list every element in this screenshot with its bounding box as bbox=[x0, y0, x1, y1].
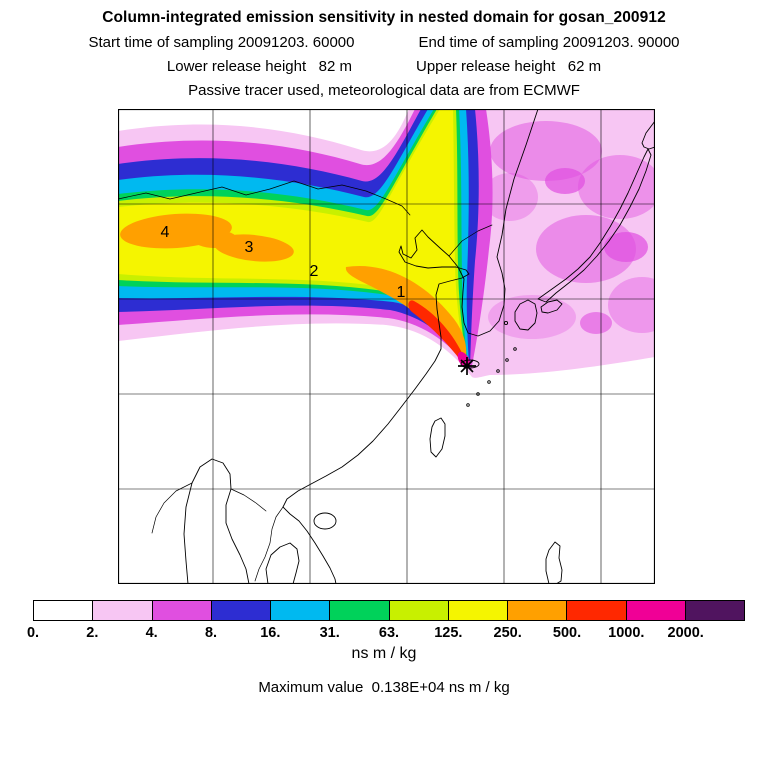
hainan-island bbox=[313, 512, 337, 530]
ryukyu-island bbox=[505, 358, 509, 362]
mottle-blob bbox=[578, 155, 662, 219]
colorbar-segment bbox=[330, 601, 390, 620]
colorbar-tick: 31. bbox=[319, 625, 340, 641]
tsushima-island bbox=[503, 320, 509, 326]
core-blob bbox=[345, 265, 467, 360]
colorbar-segment bbox=[389, 601, 449, 620]
mottle-blob bbox=[490, 121, 602, 181]
map-frame bbox=[117, 108, 656, 585]
colorbar-segment bbox=[567, 601, 627, 620]
myanmar-border bbox=[151, 482, 193, 534]
ryukyu-island bbox=[476, 392, 480, 396]
map-panel: 4 3 2 1 bbox=[117, 108, 676, 585]
figure-title: Column-integrated emission sensitivity i… bbox=[102, 9, 666, 26]
colorbar-tick: 1000. bbox=[608, 625, 645, 641]
colorbar-tick-labels: 0. 2. 4. 8. 16. 31. 63. 125. 250. 500. 1000. 2000. bbox=[27, 621, 745, 643]
plume-layer-125 bbox=[118, 109, 466, 361]
shikoku-island bbox=[540, 299, 563, 314]
colorbar-tick: 250. bbox=[493, 625, 522, 641]
mainland-coastline bbox=[282, 108, 539, 585]
plume-core-250 bbox=[120, 213, 467, 360]
tracer-line: Passive tracer used, meteorological data… bbox=[188, 82, 580, 99]
taiwan-island bbox=[429, 417, 446, 458]
colorbar-segment bbox=[271, 601, 331, 620]
colorbar-tick: 4. bbox=[145, 625, 158, 641]
ryukyu-island bbox=[466, 403, 470, 407]
plume-point-label: 3 bbox=[245, 239, 254, 256]
ryukyu-island bbox=[513, 347, 517, 351]
colorbar bbox=[33, 600, 745, 621]
plume-point-label: 1 bbox=[397, 284, 406, 301]
maximum-value-line: Maximum value 0.138E+04 ns m / kg bbox=[258, 679, 510, 696]
receptor-star-marker bbox=[458, 357, 476, 375]
colorbar-segment bbox=[93, 601, 153, 620]
colorbar-segment bbox=[448, 601, 508, 620]
colorbar-tick: 0. bbox=[26, 625, 40, 641]
end-time-label: End time of sampling 20091203. 90000 bbox=[418, 34, 680, 51]
colorbar-tick: 16. bbox=[260, 625, 281, 641]
colorbar-units: ns m / kg bbox=[351, 645, 417, 662]
start-time-label: Start time of sampling 20091203. 60000 bbox=[88, 34, 355, 51]
mottle-blob bbox=[580, 312, 612, 334]
mottle-blob bbox=[488, 295, 576, 339]
mottle-blob bbox=[482, 173, 538, 221]
gulf-of-thailand-coastline bbox=[265, 542, 300, 585]
plume-point-label: 2 bbox=[310, 263, 319, 280]
indochina-coastline bbox=[183, 458, 250, 585]
colorbar-segment bbox=[34, 601, 94, 620]
upper-release-label: Upper release height 62 m bbox=[416, 58, 602, 75]
kyushu-island bbox=[514, 299, 538, 331]
mottle-blob bbox=[536, 215, 636, 283]
colorbar-segment bbox=[685, 601, 744, 620]
colorbar-tick: 2000. bbox=[667, 625, 704, 641]
colorbar-segment bbox=[211, 601, 271, 620]
laos-thailand-border bbox=[230, 488, 267, 512]
luzon-island bbox=[545, 541, 563, 585]
sampling-times-line: Start time of sampling 20091203. 60000 E… bbox=[0, 34, 768, 51]
core-blob bbox=[193, 230, 237, 248]
mongolia-border bbox=[117, 180, 411, 216]
colorbar-tick: 500. bbox=[552, 625, 582, 641]
plume-core-500 bbox=[408, 300, 466, 366]
release-heights-line: Lower release height 82 m Upper release … bbox=[0, 58, 768, 75]
yalu-border bbox=[448, 224, 493, 257]
colorbar-tick: 125. bbox=[434, 625, 463, 641]
figure-header: Column-integrated emission sensitivity i… bbox=[0, 0, 768, 99]
plume-point-label: 4 bbox=[161, 224, 170, 241]
mottle-blob bbox=[604, 232, 648, 262]
coastlines bbox=[117, 108, 656, 585]
colorbar-tick: 2. bbox=[86, 625, 99, 641]
colorbar-segment bbox=[508, 601, 568, 620]
grid-lines bbox=[118, 109, 655, 584]
vietnam-laos-border bbox=[254, 506, 284, 582]
sensitivity-map: 4 3 2 1 bbox=[117, 108, 676, 585]
colorbar-segment bbox=[626, 601, 686, 620]
colorbar-tick: 63. bbox=[378, 625, 400, 641]
colorbar-tick: 8. bbox=[204, 625, 218, 641]
plume-point-labels: 4 3 2 1 bbox=[161, 224, 406, 301]
honshu-island bbox=[537, 148, 652, 303]
colorbar-segment bbox=[152, 601, 212, 620]
ryukyu-island bbox=[496, 369, 500, 373]
ryukyu-island bbox=[487, 380, 491, 384]
lower-release-label: Lower release height 82 m bbox=[166, 58, 352, 75]
mottle-blob bbox=[545, 168, 585, 194]
colorbar-zone: 0. 2. 4. 8. 16. 31. 63. 125. 250. 500. 1000. 2000. bbox=[27, 600, 745, 643]
